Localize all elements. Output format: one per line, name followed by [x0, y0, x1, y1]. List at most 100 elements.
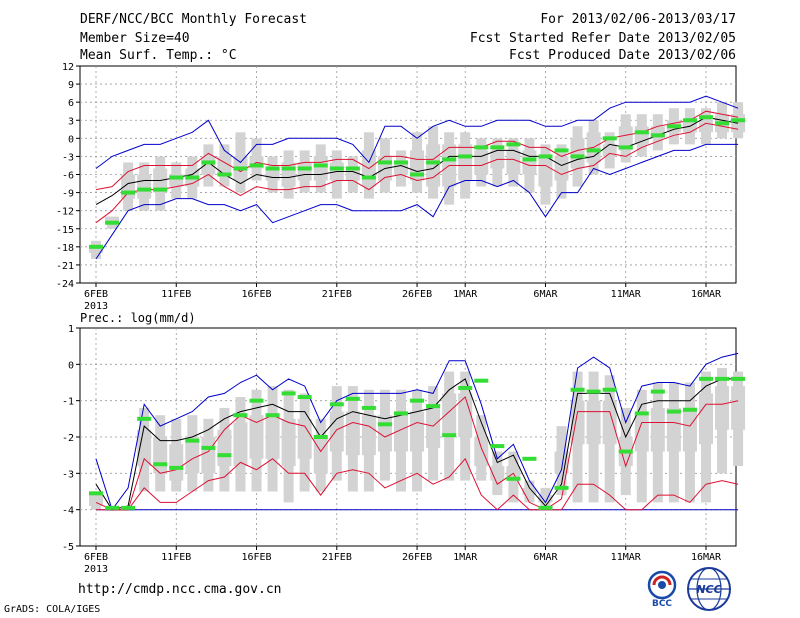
precipitation-y-tick-label: -5 [62, 542, 74, 553]
temperature-observed-marker [682, 118, 697, 123]
precipitation-x-tick-label: 11MAR [611, 552, 642, 563]
temperature-observed-marker [217, 172, 232, 177]
temperature-observed-marker [474, 145, 489, 150]
temperature-y-tick-label: 9 [68, 80, 74, 91]
temperature-quartile-box [699, 120, 713, 133]
precipitation-observed-marker [442, 433, 457, 438]
precipitation-observed-marker [538, 505, 553, 510]
temperature-quartile-box [313, 156, 328, 181]
temperature-y-tick-label: -9 [62, 189, 74, 200]
temperature-y-tick-label: -15 [56, 225, 74, 236]
precipitation-y-tick-label: -1 [62, 397, 74, 408]
precipitation-observed-marker [89, 491, 103, 496]
bcc-logo: BCC [647, 570, 677, 608]
ncc-logo: NCC [687, 567, 731, 611]
temperature-x-tick-label: 11FEB [161, 289, 191, 300]
precipitation-observed-marker [506, 476, 521, 481]
temperature-observed-marker [426, 160, 441, 165]
precipitation-quartile-box [586, 400, 601, 445]
precipitation-quartile-box [666, 407, 681, 452]
precipitation-observed-marker [249, 398, 264, 403]
precipitation-quartile-box [233, 422, 248, 467]
precipitation-observed-marker [699, 376, 713, 381]
precipitation-observed-marker [233, 413, 248, 418]
precipitation-observed-marker [474, 378, 489, 383]
temperature-observed-marker [570, 154, 585, 159]
temperature-quartile-box [89, 246, 103, 253]
temperature-observed-marker [313, 163, 328, 168]
precipitation-observed-marker [586, 389, 601, 394]
temperature-observed-marker [233, 166, 248, 171]
precipitation-observed-marker [361, 405, 376, 410]
precipitation-x-tick-label: 11FEB [161, 552, 191, 563]
precipitation-x-tick-label: 6MAR [533, 552, 558, 563]
precipitation-observed-marker [329, 402, 344, 407]
precipitation-x-tick-label: 1MAR [453, 552, 478, 563]
precipitation-ensemble-mean-line [95, 378, 739, 511]
precipitation-observed-marker [410, 398, 425, 403]
precipitation-year-label: 2013 [84, 564, 108, 575]
temperature-y-tick-label: 6 [68, 98, 74, 109]
temperature-x-tick-label: 16FEB [241, 289, 271, 300]
temperature-observed-marker [169, 175, 184, 180]
temperature-observed-marker [490, 145, 505, 150]
precipitation-quartile-box [731, 386, 746, 430]
precipitation-observed-marker [313, 435, 328, 439]
temperature-y-tick-label: -21 [56, 261, 74, 272]
temperature-observed-marker [538, 154, 553, 159]
temperature-observed-marker [185, 175, 200, 180]
temperature-quartile-box [297, 162, 312, 181]
temperature-observed-marker [329, 166, 344, 171]
temperature-y-tick-label: -24 [56, 279, 74, 290]
precipitation-quartile-box [650, 407, 665, 452]
temperature-x-tick-label: 1MAR [453, 289, 478, 300]
precipitation-observed-marker [137, 416, 152, 421]
precipitation-max-envelope-line [95, 352, 739, 511]
precipitation-x-tick-label: 6FEB [84, 552, 108, 563]
temperature-y-tick-label: -3 [62, 152, 74, 163]
temperature-variable-label: Mean Surf. Temp.: °C [80, 48, 237, 63]
precipitation-observed-marker [153, 462, 168, 467]
temperature-observed-marker [618, 145, 633, 150]
temperature-observed-marker [265, 166, 280, 171]
precipitation-y-tick-label: -2 [62, 433, 74, 444]
member-size-label: Member Size=40 [80, 31, 190, 46]
precipitation-observed-marker [458, 385, 473, 390]
precipitation-quartile-box [137, 429, 152, 467]
precipitation-observed-marker [715, 376, 730, 381]
temperature-quartile-box [618, 126, 633, 151]
precipitation-observed-marker [634, 411, 649, 416]
temperature-observed-marker [554, 148, 569, 153]
precipitation-x-tick-label: 26FEB [402, 552, 432, 563]
temperature-observed-marker [105, 220, 120, 225]
precipitation-quartile-box [169, 444, 184, 481]
grads-credit: GrADS: COLA/IGES [4, 604, 101, 615]
temperature-quartile-box [105, 216, 120, 223]
temperature-quartile-box [394, 162, 408, 175]
precipitation-observed-marker [281, 391, 296, 396]
temperature-quartile-box [121, 174, 136, 199]
temperature-quartile-box [137, 174, 152, 199]
precipitation-quartile-box [201, 437, 216, 474]
temperature-ensemble-mean-line [95, 116, 739, 206]
precipitation-quartile-box [313, 437, 328, 474]
temperature-observed-marker [650, 133, 665, 138]
precipitation-observed-marker [666, 409, 681, 414]
temperature-x-tick-label: 21FEB [322, 289, 352, 300]
temperature-y-tick-label: -18 [56, 243, 74, 254]
precipitation-observed-marker [618, 449, 633, 454]
precipitation-quartile-box [682, 407, 697, 452]
temperature-max-envelope-line [95, 95, 739, 169]
precipitation-observed-marker [201, 445, 216, 450]
temperature-y-tick-label: 12 [62, 62, 74, 73]
temperature-x-tick-label: 6MAR [533, 289, 558, 300]
temperature-quartile-box [458, 144, 473, 181]
precipitation-observed-marker [682, 407, 697, 412]
precipitation-panel: 1 0 -1 -2 -3 -4 -5 6FEB 11FEB 16FEB 21FEB 26FEB 1MAR… [62, 311, 746, 575]
footer-url[interactable]: http://cmdp.ncc.cma.gov.cn [78, 582, 282, 597]
chart-title: DERF/NCC/BCC Monthly Forecast [80, 12, 307, 27]
temperature-x-tick-label: 6FEB [84, 289, 108, 300]
temperature-observed-marker [137, 187, 152, 192]
precipitation-quartile-box [249, 415, 264, 459]
precipitation-quartile-box [153, 437, 168, 474]
